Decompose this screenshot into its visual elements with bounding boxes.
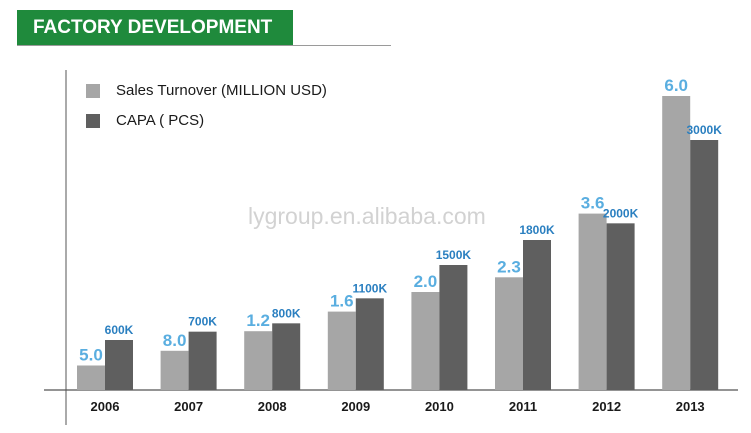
bar-capa-2010 <box>439 265 468 390</box>
bar-sales-2010 <box>411 292 440 390</box>
legend-item-sales: Sales Turnover (MILLION USD) <box>86 82 327 99</box>
x-tick-label-2008: 2008 <box>258 399 287 414</box>
x-tick-label-2009: 2009 <box>341 399 370 414</box>
bar-capa-2007 <box>188 331 217 390</box>
chart-title-banner: FACTORY DEVELOPMENT <box>17 10 293 45</box>
watermark-text: lygroup.en.alibaba.com <box>248 203 486 229</box>
x-tick-label-2011: 2011 <box>509 399 537 414</box>
chart-title: FACTORY DEVELOPMENT <box>33 17 273 38</box>
bar-sales-2012 <box>578 213 607 390</box>
bar-sales-2007 <box>160 350 189 390</box>
bar-sales-2011 <box>495 277 523 390</box>
data-label-sales-2006: 5.0 <box>79 346 103 365</box>
data-label-capa-2007: 700K <box>188 315 217 329</box>
x-tick-label-2006: 2006 <box>91 399 120 414</box>
data-label-capa-2010: 1500K <box>436 248 472 262</box>
bar-sales-2006 <box>77 365 105 390</box>
data-label-capa-2006: 600K <box>105 323 134 337</box>
data-label-sales-2009: 1.6 <box>330 292 354 311</box>
bar-capa-2013 <box>690 140 719 390</box>
x-tick-label-2012: 2012 <box>592 399 621 414</box>
data-label-capa-2012: 2000K <box>603 206 639 220</box>
bar-sales-2008 <box>244 331 273 390</box>
x-tick-label-2013: 2013 <box>676 399 705 414</box>
x-tick-label-2007: 2007 <box>174 399 203 414</box>
data-label-sales-2008: 1.2 <box>246 311 270 330</box>
title-underline <box>17 45 391 46</box>
data-label-sales-2012: 3.6 <box>581 194 605 213</box>
bar-sales-2009 <box>327 311 356 390</box>
data-label-capa-2011: 1800K <box>519 223 555 237</box>
bar-capa-2012 <box>606 223 635 390</box>
legend-item-capa: CAPA ( PCS) <box>86 112 204 129</box>
x-tick-label-2010: 2010 <box>425 399 454 414</box>
bar-capa-2009 <box>355 298 384 390</box>
bar-capa-2006 <box>105 340 133 390</box>
legend-label-sales: Sales Turnover (MILLION USD) <box>116 82 327 99</box>
legend-swatch-capa <box>86 113 100 128</box>
data-label-sales-2011: 2.3 <box>497 257 521 276</box>
legend-label-capa: CAPA ( PCS) <box>116 112 205 129</box>
legend-swatch-sales <box>86 83 100 98</box>
data-label-sales-2007: 8.0 <box>163 331 187 350</box>
data-label-sales-2013: 6.0 <box>664 76 688 95</box>
data-label-capa-2008: 800K <box>272 306 301 320</box>
data-label-capa-2009: 1100K <box>352 281 387 295</box>
bar-sales-2013 <box>662 96 691 390</box>
bar-capa-2008 <box>272 323 301 390</box>
data-label-sales-2010: 2.0 <box>414 272 438 291</box>
bar-capa-2011 <box>523 240 551 390</box>
data-label-capa-2013: 3000K <box>687 123 723 137</box>
